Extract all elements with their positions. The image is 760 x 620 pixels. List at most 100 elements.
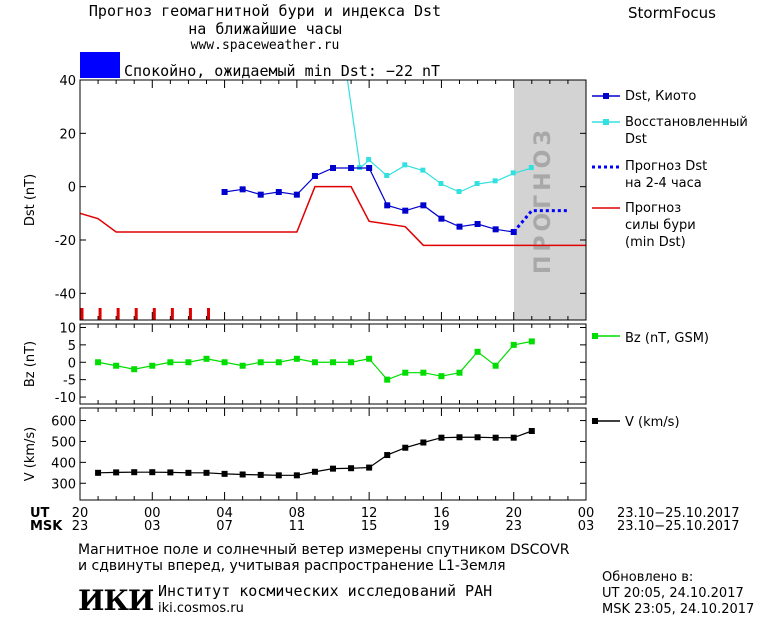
msk-tick-label: 15: [361, 519, 378, 534]
bz-point: [275, 359, 282, 366]
status-text: Спокойно, ожидаемый min Dst: −22 nT: [124, 62, 441, 80]
v-point: [384, 452, 391, 459]
legend-restored: Восстановленный Dst: [592, 115, 748, 147]
updated-ut: UT 20:05, 24.10.2017: [602, 586, 744, 601]
v-point: [420, 439, 427, 446]
bz-point: [239, 362, 246, 369]
bz-point: [131, 366, 138, 373]
msk-tick-label: 07: [216, 519, 233, 534]
institute-site-link[interactable]: iki.cosmos.ru: [158, 601, 244, 616]
kyoto-point: [474, 221, 481, 227]
bz-point: [456, 369, 463, 376]
bz-point: [203, 355, 210, 362]
bz-point: [366, 355, 373, 362]
y-tick-label: 400: [51, 456, 76, 471]
y-tick-label: 0: [68, 181, 76, 196]
ut-date-range: 23.10−25.10.2017: [617, 506, 740, 521]
v-point: [203, 469, 210, 476]
bz-point: [492, 362, 499, 369]
v-point: [239, 471, 246, 478]
v-point: [366, 464, 373, 471]
restored-point: [474, 181, 480, 186]
v-point: [167, 469, 174, 476]
institute-name: Институт космических исследований РАН: [158, 582, 493, 600]
brand-name: StormFocus: [628, 4, 716, 22]
dst-forecast-line: [512, 209, 568, 233]
storm-forecast-line: [79, 185, 586, 247]
ut-tick-label: 16: [433, 506, 450, 521]
legend-kyoto-marker: [603, 93, 609, 99]
v-point: [311, 468, 318, 475]
updated-label: Обновлено в:: [602, 570, 694, 585]
kyoto-point: [384, 202, 391, 209]
restored-point: [366, 157, 372, 162]
bz-points: [95, 338, 535, 383]
v-point: [492, 434, 499, 441]
v-point: [113, 469, 120, 476]
bz-point: [95, 359, 102, 366]
restored-dst-points: [357, 157, 534, 194]
kyoto-point: [293, 191, 300, 198]
v-point: [221, 470, 228, 477]
legend-storm: Прогноз силы бури (min Dst): [592, 201, 696, 250]
kyoto-point: [348, 165, 355, 171]
bz-point: [185, 359, 192, 366]
kyoto-point: [456, 223, 463, 230]
bz-point: [528, 338, 535, 345]
v-y-ticks: 600 500 400 300: [51, 415, 586, 492]
restored-point: [402, 162, 408, 168]
restored-dst-line: [346, 79, 532, 193]
dst-panel: ПРОГНОЗ 40 20 0 -20 -40 Dst (nT): [23, 74, 587, 321]
v-point: [402, 444, 409, 451]
ut-axis-label: UT: [30, 506, 50, 521]
y-tick-label: 300: [51, 477, 76, 492]
legend-storm-text-1: Прогноз: [625, 201, 681, 216]
site-url: www.spaceweather.ru: [190, 38, 340, 53]
msk-tick-label: 23: [72, 519, 89, 534]
legend-storm-text-3: (min Dst): [625, 235, 686, 250]
dst-plot-frame: [79, 79, 587, 321]
iki-logo: ИКИ: [78, 584, 154, 617]
ut-tick-label: 00: [578, 506, 595, 521]
y-tick-label: 40: [59, 74, 76, 89]
y-tick-label: -20: [55, 234, 76, 249]
legend-restored-marker: [603, 119, 609, 125]
kyoto-dst-line: [224, 167, 514, 233]
y-tick-label: 600: [51, 415, 76, 430]
restored-point: [456, 189, 462, 194]
bz-point: [167, 359, 174, 366]
forecast-band: [514, 80, 586, 320]
kyoto-point: [257, 191, 264, 198]
legend-bz: Bz (nT, GSM): [592, 331, 709, 346]
bz-point: [438, 373, 445, 380]
v-point: [131, 469, 138, 476]
bz-point: [402, 369, 409, 376]
v-point: [438, 434, 445, 441]
ut-tick-label: 20: [72, 506, 89, 521]
legend-forecast-text-2: на 2-4 часа: [625, 176, 702, 191]
msk-date-range: 23.10−25.10.2017: [617, 519, 740, 534]
legend-restored-text-1: Восстановленный: [625, 115, 748, 130]
v-y-label: V (km/s): [23, 427, 38, 482]
bz-point: [420, 369, 427, 376]
bz-y-label: Bz (nT): [23, 341, 38, 387]
legend-forecast-text-1: Прогноз Dst: [625, 159, 707, 174]
kyoto-point: [366, 165, 373, 171]
msk-tick-label: 11: [289, 519, 306, 534]
y-tick-label: -5: [63, 374, 76, 389]
x-ticks: [79, 80, 587, 500]
bz-point: [221, 359, 228, 366]
bz-point: [510, 341, 517, 348]
y-tick-label: 20: [59, 127, 76, 142]
legend-bz-marker: [592, 333, 598, 339]
msk-tick-label: 03: [578, 519, 595, 534]
v-point: [257, 471, 264, 478]
ut-tick-label: 08: [289, 506, 306, 521]
chart-subtitle: на ближайшие часы: [188, 20, 342, 38]
v-point: [149, 469, 156, 476]
bz-point: [384, 376, 391, 383]
quiet-markers: [80, 308, 210, 320]
kyoto-point: [221, 189, 228, 195]
kyoto-point: [239, 186, 246, 193]
